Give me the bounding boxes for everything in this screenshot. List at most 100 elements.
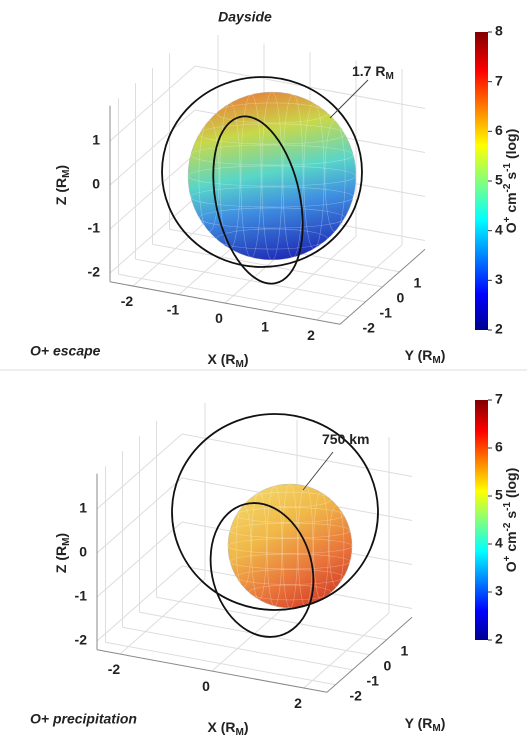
x-tick-label: -1 (167, 301, 180, 317)
grid-line (135, 258, 366, 303)
label-part: cm (503, 192, 519, 216)
y-axis-label: Y (RM) (405, 347, 446, 366)
colorbar-label: O+ cm-2 s-1 (log) (502, 468, 519, 573)
label-part: -1 (502, 502, 513, 511)
sphere-mesh (324, 120, 346, 232)
colorbar-tick-label: 6 (495, 122, 503, 138)
y-tick-label: -2 (350, 688, 363, 704)
label-part: (log) (503, 129, 519, 163)
label-part: ) (441, 347, 446, 363)
label-part: M (235, 359, 243, 370)
sphere-mesh (216, 228, 328, 250)
x-tick-label: -2 (121, 293, 134, 309)
z-tick-label: -1 (88, 220, 101, 236)
grid-line (109, 65, 196, 142)
label-part: + (502, 216, 513, 222)
z-tick-label: 1 (79, 500, 87, 516)
sphere-mesh (216, 102, 328, 124)
sphere-mesh (198, 123, 346, 145)
label-part: M (61, 538, 72, 546)
sphere-mesh (198, 120, 220, 232)
z-tick-label: 0 (79, 544, 87, 560)
label-part: X (R (207, 719, 235, 735)
y-tick-label: -2 (363, 320, 376, 336)
panel-title: Dayside (218, 9, 272, 25)
sphere-mesh (229, 522, 351, 539)
label-part: M (61, 170, 72, 178)
sphere-mesh (251, 492, 267, 600)
label-part: ) (441, 715, 446, 731)
label-part: Z (R (53, 546, 69, 573)
colorbar-tick-label: 5 (495, 487, 503, 503)
colorbar-tick-label: 2 (495, 321, 503, 337)
grid-line (109, 109, 196, 186)
orbit (209, 502, 315, 638)
panel-label: O+ precipitation (30, 711, 137, 727)
z-tick-label: -2 (88, 264, 101, 280)
label-part: Y (R (405, 347, 433, 363)
axis-edge (326, 616, 413, 693)
grid-line (122, 626, 353, 671)
z-tick-label: 1 (92, 132, 100, 148)
colorbar-tick-label: 4 (495, 535, 503, 551)
panel-label: O+ escape (30, 343, 101, 359)
colorbar-tick-label: 3 (495, 583, 503, 599)
axis-edge (96, 649, 328, 693)
axis-edge (339, 248, 426, 325)
orbit (161, 76, 363, 268)
grid-line (181, 433, 413, 477)
label-part: ) (244, 351, 249, 367)
colorbar-tick-label: 4 (495, 221, 503, 237)
colorbar-tick-label: 6 (495, 439, 503, 455)
grid-line (96, 521, 183, 598)
z-axis-label: Z (RM) (53, 165, 72, 205)
colorbar-tick-label: 2 (495, 631, 503, 647)
x-tick-label: 2 (294, 695, 302, 711)
colorbar-label: O+ cm-2 s-1 (log) (502, 129, 519, 234)
y-axis-label: Y (RM) (405, 715, 446, 734)
label-part: Z (R (53, 178, 69, 205)
sphere-mesh (227, 538, 353, 554)
grid-line (194, 65, 426, 109)
label-part: Y (R (405, 715, 433, 731)
label-part: s (503, 172, 519, 184)
label-part: 1.7 R (352, 63, 385, 79)
sphere-mesh (229, 553, 351, 570)
colorbar-tick-label: 7 (495, 391, 503, 407)
planet-sphere (227, 483, 353, 609)
sphere-mesh (240, 94, 262, 258)
label-part: M (432, 723, 440, 734)
colorbar-tick-label: 8 (495, 23, 503, 39)
sphere-mesh (236, 569, 344, 585)
x-tick-label: 0 (215, 310, 223, 326)
annotation: 1.7 RM (352, 63, 394, 82)
colorbar-tick-label: 5 (495, 172, 503, 188)
sphere-mesh (198, 207, 346, 229)
sphere-mesh (190, 186, 354, 208)
z-tick-label: -2 (75, 632, 88, 648)
label-part: M (385, 71, 393, 82)
sphere-mesh (187, 165, 357, 187)
sphere-mesh (328, 504, 345, 588)
annotation-leader (302, 451, 334, 491)
x-tick-label: 1 (261, 318, 269, 334)
x-axis-label: X (RM) (207, 719, 248, 738)
colorbar (475, 400, 488, 640)
z-tick-label: 0 (92, 176, 100, 192)
label-part: X (R (207, 351, 235, 367)
label-part: + (502, 555, 513, 561)
grid-line (152, 243, 383, 288)
label-part: -2 (502, 183, 513, 192)
y-tick-label: -1 (367, 673, 380, 689)
grid-line (109, 197, 196, 274)
colorbar-tick-label: 7 (495, 72, 503, 88)
x-tick-label: 2 (307, 327, 315, 343)
sphere-mesh (236, 507, 344, 523)
annotation-leader (329, 79, 369, 119)
label-part: ) (53, 533, 69, 538)
sphere-mesh (303, 102, 325, 250)
x-axis-label: X (RM) (207, 351, 248, 370)
grid-line (105, 641, 336, 686)
x-tick-label: 0 (202, 678, 210, 694)
